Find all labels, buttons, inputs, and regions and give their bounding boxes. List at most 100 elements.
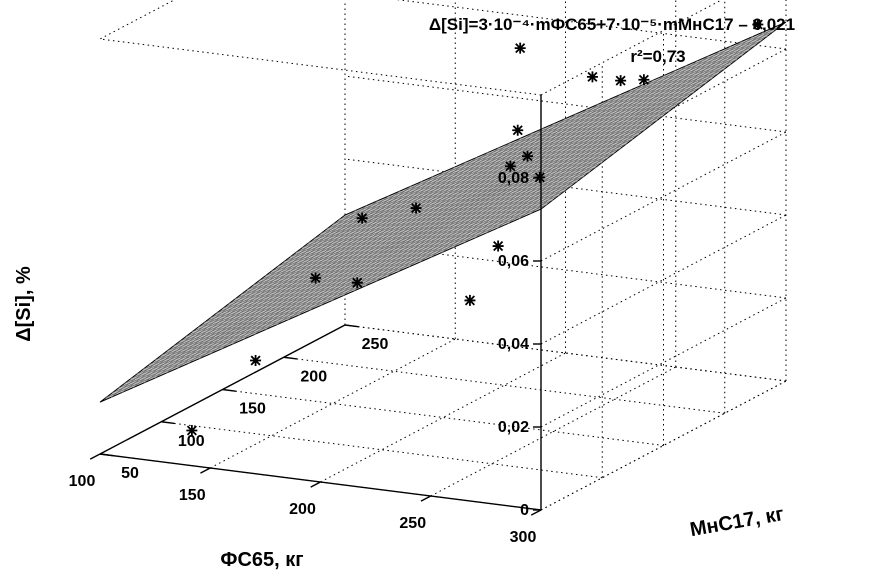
y-tick-mark (283, 356, 298, 360)
z-tick-label: 0,08 (498, 170, 529, 187)
surface-mesh-line (397, 84, 643, 273)
z-tick-label: 0 (520, 502, 529, 519)
data-point (615, 75, 627, 87)
surface-mesh-line (463, 55, 710, 244)
surface-mesh-line (408, 79, 654, 268)
grid-line (210, 338, 456, 469)
data-point (514, 42, 526, 54)
data-point (351, 277, 363, 289)
data-point (356, 212, 368, 224)
r2-label: r²=0,73 (630, 47, 685, 66)
z-tick-label: 0,02 (498, 419, 529, 436)
surface-mesh-line (240, 101, 683, 295)
data-point (492, 240, 504, 252)
x-tick-mark (420, 495, 432, 502)
grid-line (283, 356, 725, 414)
surface-mesh-line (338, 26, 781, 221)
z-axis-label: Δ[Si], % (13, 266, 35, 342)
surface-mesh-line (419, 74, 665, 263)
grid-line (222, 389, 664, 446)
surface-mesh-line (308, 49, 750, 244)
data-point (410, 202, 422, 214)
grid-line (540, 214, 787, 345)
surface-mesh-line (301, 54, 744, 249)
y-tick-label: 50 (121, 465, 139, 482)
surface-mesh-line (259, 87, 701, 281)
data-point (504, 160, 516, 172)
surface-mesh-line (222, 115, 664, 309)
surface-mesh-line (314, 45, 756, 239)
grid-line (430, 366, 676, 497)
surface-mesh-line (507, 36, 754, 224)
surface-mesh-line (271, 77, 713, 272)
surface-mesh-line (331, 113, 577, 302)
x-tick-mark (310, 481, 321, 488)
x-tick-mark (89, 453, 101, 460)
grid-line (344, 324, 787, 382)
x-tick-label: 200 (289, 501, 316, 518)
grid-line (320, 352, 566, 483)
box-edge (540, 0, 723, 96)
data-point (638, 74, 650, 86)
surface-mesh-line (364, 98, 610, 287)
z-tick-label: 0,04 (498, 336, 529, 353)
x-tick-mark (530, 509, 542, 516)
data-point (586, 71, 598, 83)
surface-mesh-line (277, 73, 719, 267)
data-point (522, 150, 534, 162)
surface-mesh-line (529, 26, 776, 215)
data-point (464, 294, 476, 306)
box-edge (99, 38, 542, 96)
data-point (310, 272, 322, 284)
surface-mesh-line (441, 65, 687, 253)
x-tick-mark (200, 467, 211, 474)
y-tick-mark (344, 324, 359, 328)
surface-mesh-line (246, 96, 689, 291)
x-tick-label: 300 (510, 529, 537, 546)
surface-mesh-line (386, 89, 632, 277)
grid-line (540, 297, 787, 428)
grid-line (161, 421, 603, 479)
surface-mesh-line (342, 108, 588, 297)
x-axis-label: ФС65, кг (220, 549, 303, 571)
surface-mesh-line (265, 82, 707, 277)
surface-mesh-line (485, 45, 732, 234)
surface-mesh-line (452, 60, 699, 249)
surface-mesh-line (496, 41, 743, 229)
y-tick-label: 250 (362, 336, 389, 353)
y-tick-mark (161, 421, 175, 425)
grid-line (396, 0, 787, 50)
y-axis-label: МнС17, кг (688, 503, 785, 541)
surface-mesh-line (430, 69, 676, 258)
y-tick-mark (99, 453, 114, 457)
surface-mesh-line (289, 63, 732, 258)
surface-mesh-line (375, 94, 621, 282)
data-point (534, 171, 546, 183)
x-tick-label: 250 (399, 515, 426, 532)
data-point (752, 19, 764, 31)
surface-mesh-line (353, 103, 599, 292)
box-edge (99, 0, 176, 40)
surface-mesh-line (518, 31, 765, 220)
z-tick-label: 0,06 (498, 253, 529, 270)
surface-mesh-line (234, 105, 676, 300)
data-point (186, 425, 198, 437)
surface-mesh-line (252, 91, 695, 286)
y-tick-label: 100 (178, 433, 205, 450)
surface-mesh-line (228, 110, 670, 305)
surface-mesh-line (295, 59, 738, 253)
x-tick-label: 150 (179, 487, 206, 504)
surface-mesh-line (326, 35, 768, 230)
surface-mesh-line (332, 31, 774, 225)
equation-label: Δ[Si]=3·10⁻⁴·mФС65+7·10⁻⁵·mMнС17 – 0,021 (429, 15, 795, 34)
grid-line (344, 75, 787, 133)
grid-line (540, 380, 787, 511)
grid-line (344, 158, 787, 216)
y-tick-label: 200 (300, 368, 327, 385)
data-point (250, 355, 262, 366)
surface-mesh-line (474, 50, 721, 239)
grid-line (540, 131, 787, 262)
data-point (512, 124, 524, 136)
